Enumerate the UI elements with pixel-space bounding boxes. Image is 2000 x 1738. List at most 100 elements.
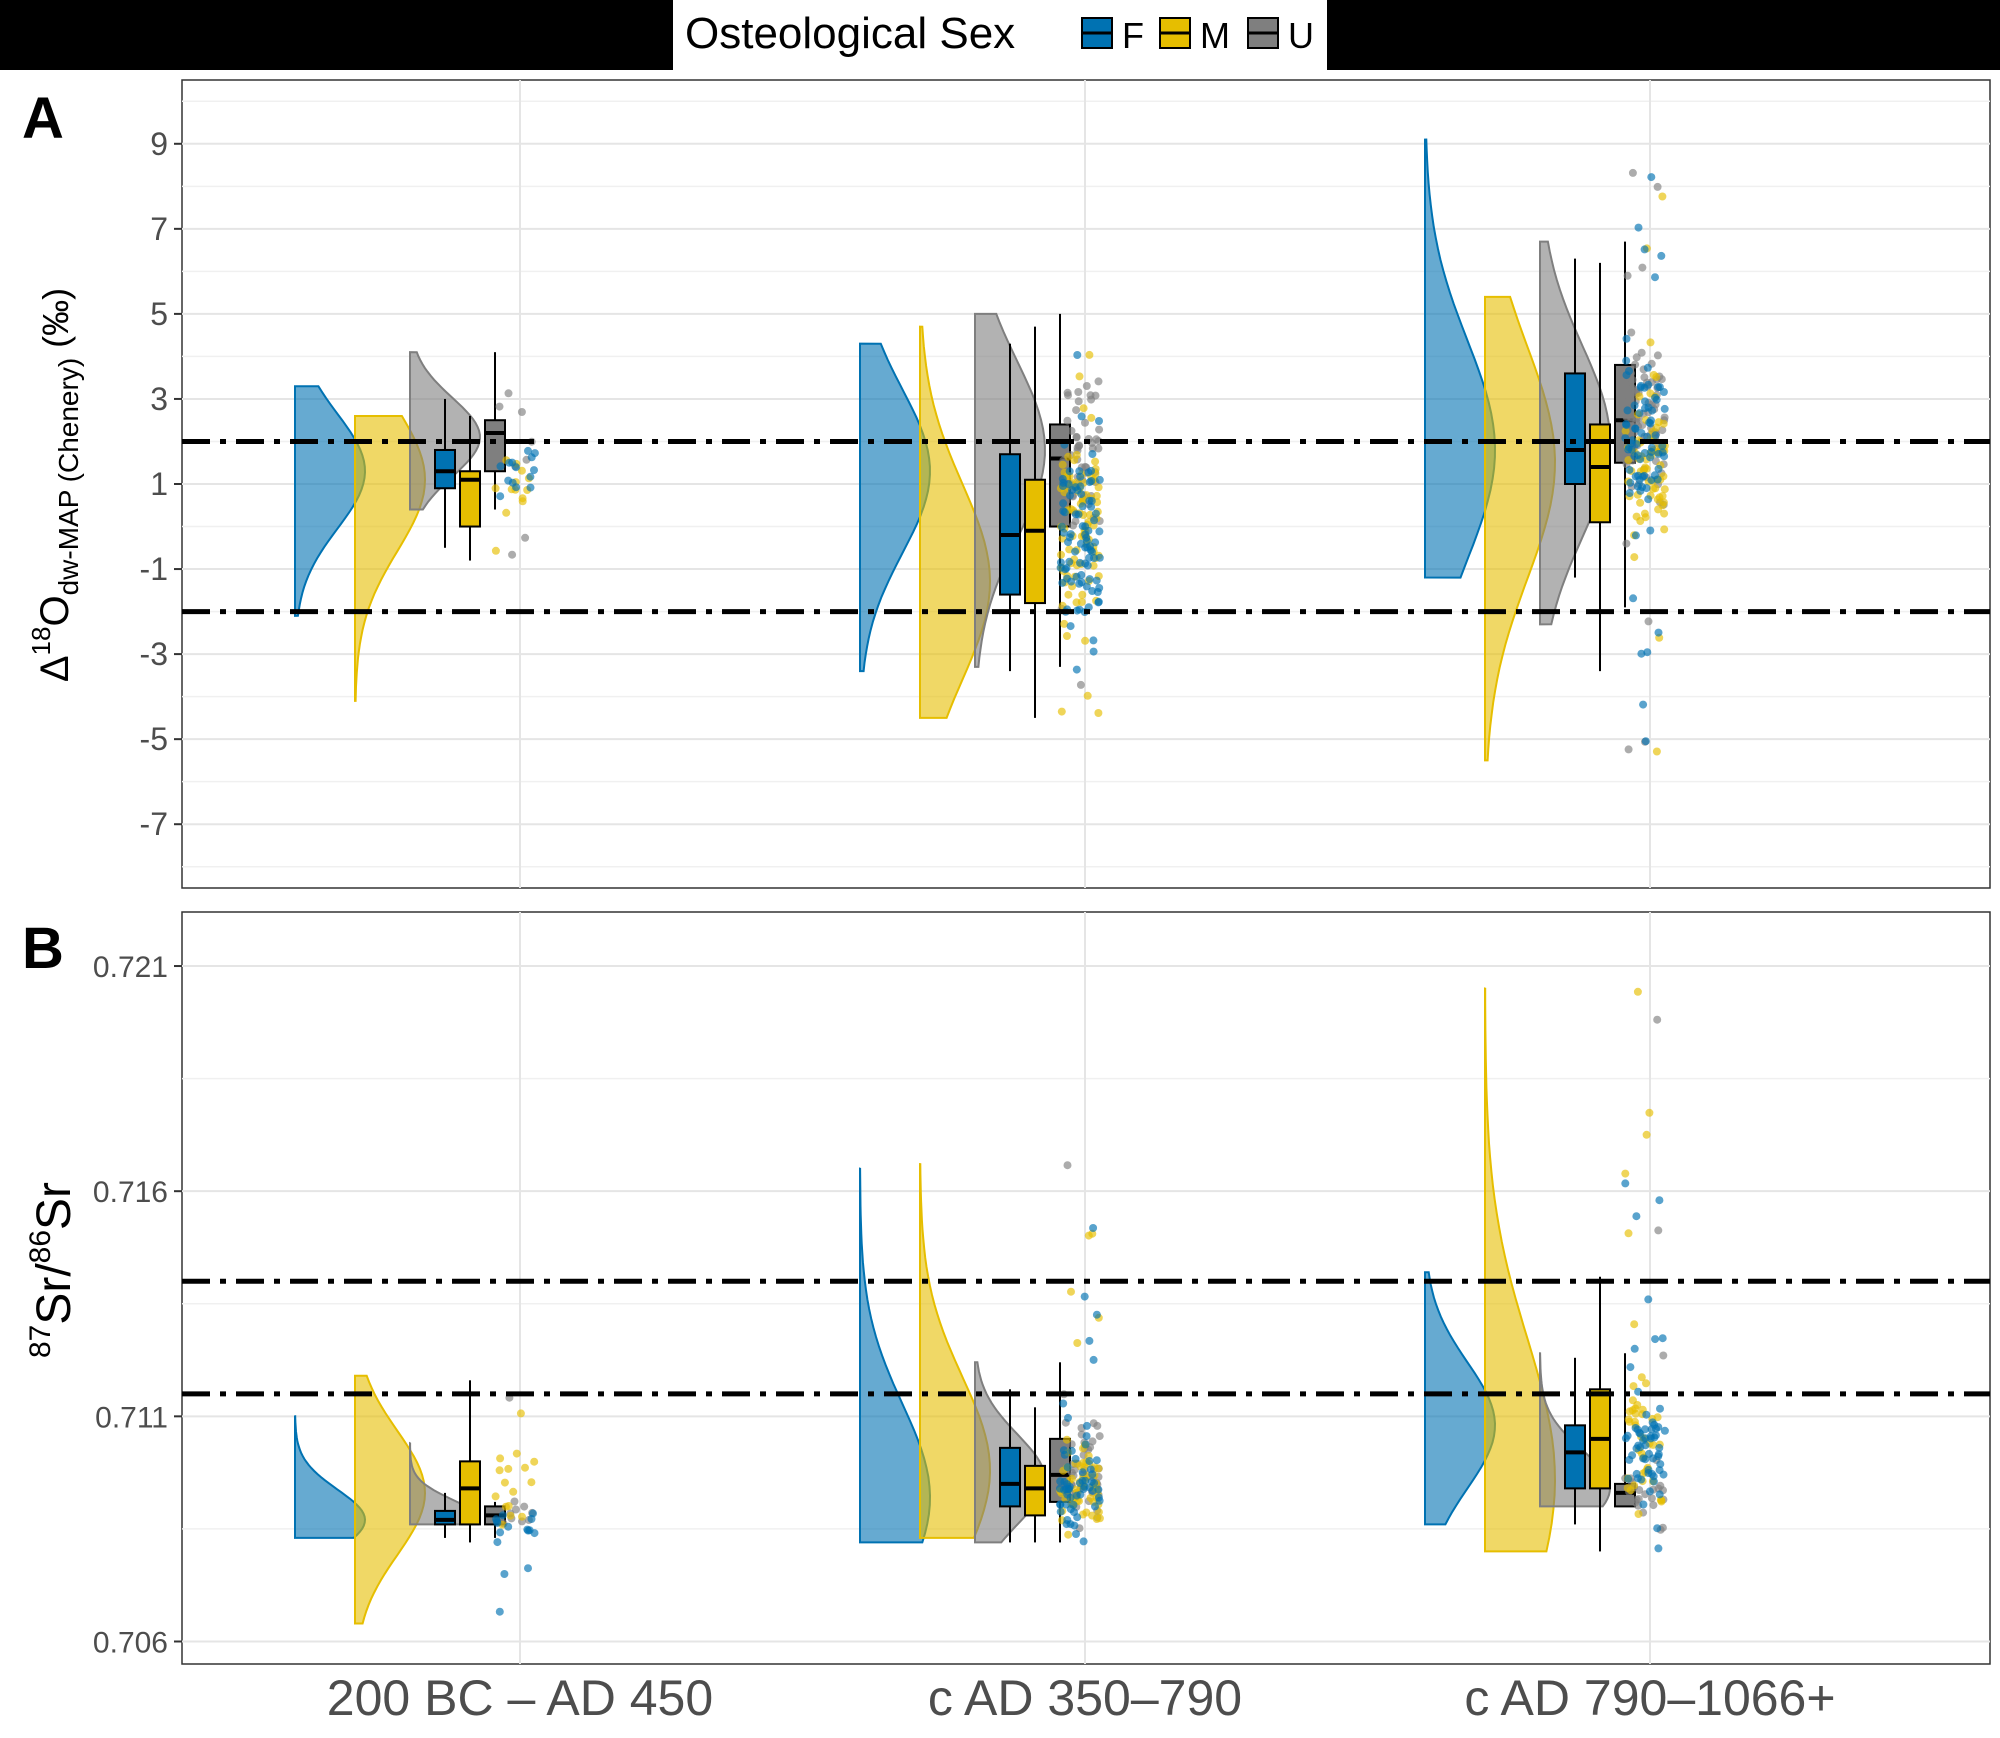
data-point-m [501, 1502, 510, 1511]
data-point-f [1657, 251, 1666, 260]
data-point-m [1636, 517, 1645, 525]
data-point-f [1641, 1455, 1650, 1464]
data-point-f [1078, 502, 1087, 511]
data-point-f [1091, 1502, 1099, 1511]
panel-a-ylabel: Δ18Odw-MAP (Chenery) (‰) [26, 288, 84, 682]
data-point-f [1071, 547, 1080, 556]
data-point-u [1088, 1437, 1097, 1446]
data-point-m [1060, 619, 1069, 628]
data-point-u [1067, 1468, 1076, 1477]
data-point-u [1624, 745, 1633, 754]
data-point-f [1090, 1479, 1099, 1488]
data-point-f [1056, 1507, 1065, 1516]
data-point-u [1074, 388, 1083, 396]
data-point-f [1637, 429, 1646, 437]
data-point-f [1086, 1465, 1095, 1474]
y-tick-label: 0.716 [93, 1176, 168, 1209]
data-point-m [1634, 1510, 1643, 1518]
data-point-f [1642, 1410, 1651, 1419]
data-point-m [1057, 707, 1066, 716]
data-point-f [1085, 1457, 1094, 1465]
data-point-f [504, 476, 513, 485]
data-point-u [1082, 382, 1091, 390]
data-point-f [1092, 1456, 1101, 1465]
data-point-f [1089, 636, 1098, 645]
data-point-m [1659, 498, 1668, 507]
y-tick-label: 1 [150, 466, 168, 502]
data-point-m [1635, 392, 1644, 401]
data-point-f [1065, 557, 1074, 566]
y-tick-label: 3 [150, 381, 168, 417]
data-point-u [1072, 406, 1081, 415]
data-point-m [1064, 452, 1073, 461]
data-point-u [1631, 360, 1640, 369]
data-point-f [1064, 480, 1073, 489]
data-point-f [1644, 495, 1653, 504]
data-point-f [523, 1525, 532, 1534]
data-point-f [1634, 223, 1643, 232]
data-point-m [1633, 987, 1642, 996]
data-point-f [529, 1509, 537, 1518]
data-point-f [1624, 1474, 1633, 1483]
data-point-f [512, 463, 520, 472]
data-point-u [1653, 351, 1662, 360]
data-point-f [1626, 1363, 1635, 1372]
data-point-m [1058, 460, 1067, 469]
data-point-m [518, 497, 527, 506]
data-point-f [1640, 245, 1649, 254]
data-point-u [1624, 398, 1632, 406]
data-point-f [1094, 1485, 1103, 1494]
panel-b-ylabel-mid1: Sr/ [28, 1263, 81, 1325]
data-point-m [491, 546, 500, 555]
panel-a-ylabel-sup: 18 [26, 627, 56, 656]
x-tick-label-1: 200 BC – AD 450 [327, 1670, 713, 1726]
data-point-f [524, 446, 532, 455]
data-point-f [1059, 528, 1068, 537]
data-point-u [1095, 425, 1104, 434]
y-tick-label: 5 [150, 296, 168, 332]
data-point-f [1082, 1432, 1091, 1441]
data-point-m [1660, 509, 1669, 518]
data-point-u [1627, 328, 1636, 337]
data-point-m [1067, 1287, 1075, 1296]
data-point-u [1627, 414, 1636, 423]
data-point-f [1089, 1224, 1098, 1232]
data-point-u [1622, 539, 1631, 548]
data-point-m [500, 1478, 509, 1487]
data-point-f [1095, 553, 1104, 562]
data-point-m [1649, 371, 1658, 379]
data-point-f [1656, 1404, 1664, 1413]
data-point-m [516, 1409, 525, 1418]
data-point-m [1085, 510, 1094, 519]
data-point-m [512, 1449, 521, 1458]
data-point-u [1653, 182, 1662, 191]
panel-a: A Δ18Odw-MAP (Chenery) (‰) 9 7 5 3 1 -1 -3 -5 -7 [22, 79, 1991, 889]
data-point-f [493, 1518, 502, 1527]
data-point-f [1079, 1537, 1088, 1546]
data-point-m [1063, 632, 1071, 640]
data-point-f [1651, 1431, 1660, 1440]
data-point-m [1072, 451, 1081, 459]
data-point-m [1642, 1130, 1651, 1139]
data-point-f [505, 458, 514, 467]
y-tick-label: -1 [140, 551, 168, 587]
data-point-f [1639, 1436, 1648, 1445]
data-point-m [1649, 1440, 1657, 1449]
data-point-f [1635, 409, 1644, 418]
panel-a-letter: A [22, 86, 64, 151]
data-point-m [1658, 192, 1667, 201]
data-point-f [1065, 467, 1074, 476]
data-point-m [1094, 1464, 1103, 1473]
data-point-f [1090, 516, 1099, 525]
data-point-m [1057, 550, 1065, 559]
legend-label-m: M [1200, 15, 1230, 56]
y-tick-label: 0.706 [93, 1626, 168, 1659]
data-point-f [1625, 465, 1634, 474]
data-point-u [1074, 397, 1083, 406]
data-point-f [1656, 1460, 1665, 1469]
data-point-u [1073, 443, 1082, 452]
data-point-u [1623, 385, 1632, 394]
data-point-f [1653, 475, 1662, 484]
data-point-f [1078, 522, 1087, 531]
data-point-m [1645, 1108, 1654, 1117]
